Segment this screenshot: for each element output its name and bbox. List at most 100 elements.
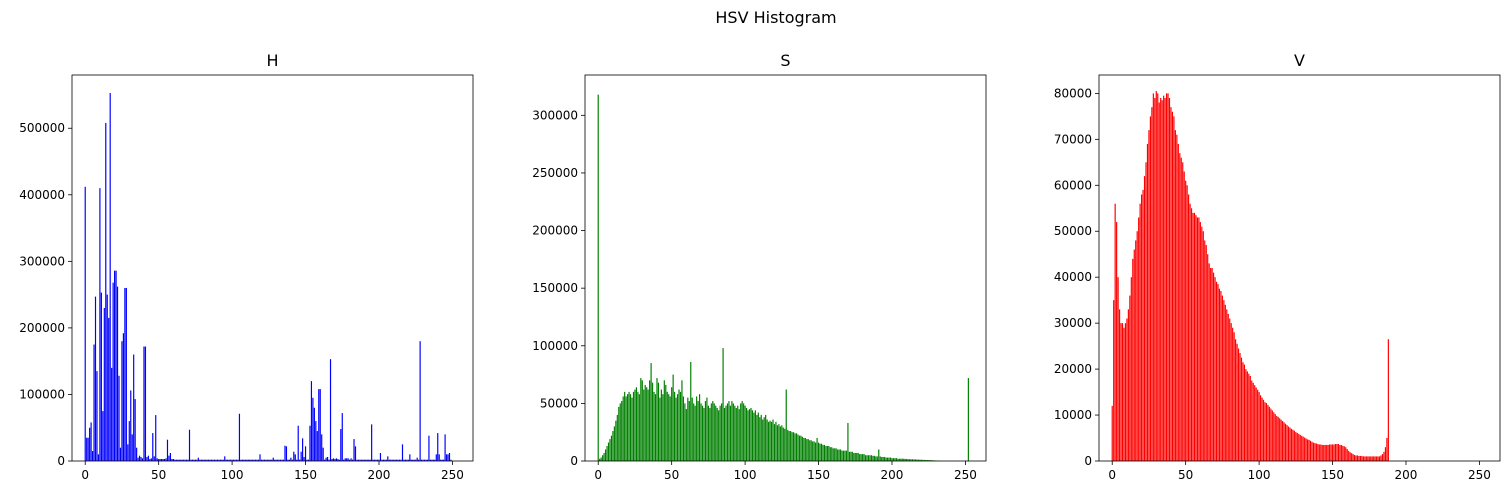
bar-s: [898, 458, 900, 461]
bar-h: [187, 459, 189, 461]
bar-v: [1289, 427, 1291, 461]
bar-h: [269, 459, 271, 461]
bar-h: [162, 459, 164, 461]
bar-h: [443, 459, 445, 461]
bar-s: [913, 459, 915, 461]
bar-h: [343, 459, 345, 461]
bar-h: [122, 333, 124, 461]
bar-v: [1221, 295, 1223, 461]
bar-h: [368, 459, 370, 461]
bar-s: [632, 391, 635, 461]
bar-v: [1246, 371, 1248, 461]
bar-s: [766, 419, 768, 461]
bar-v: [1171, 111, 1174, 461]
bar-h: [282, 459, 285, 461]
x-tick-label-h: 150: [294, 468, 317, 482]
bar-s: [765, 414, 767, 461]
bar-v: [1296, 432, 1298, 461]
bar-h: [404, 459, 407, 461]
bar-v: [1232, 327, 1234, 461]
bar-s: [682, 396, 685, 461]
bar-h: [278, 459, 280, 461]
bar-s: [798, 435, 801, 461]
bar-v: [1135, 240, 1137, 461]
bar-h: [249, 459, 251, 461]
bar-s: [835, 448, 837, 461]
bar-v: [1148, 130, 1150, 461]
bar-h: [234, 459, 236, 461]
bar-v: [1264, 402, 1266, 461]
bar-h: [279, 459, 282, 461]
bar-s: [607, 442, 610, 461]
bar-h: [96, 371, 98, 461]
bar-h: [356, 459, 358, 461]
bar-h: [213, 459, 216, 461]
bar-v: [1211, 268, 1213, 461]
x-tick-label-s: 50: [664, 468, 679, 482]
bar-v: [1114, 203, 1116, 462]
bar-s: [806, 439, 808, 461]
bar-v: [1205, 245, 1207, 461]
bar-h: [326, 457, 329, 461]
bar-h: [357, 459, 360, 461]
bar-s: [599, 458, 601, 461]
bar-s: [829, 447, 831, 461]
bar-s: [906, 458, 908, 461]
bar-s: [634, 389, 636, 461]
bar-s: [635, 387, 637, 461]
bar-v: [1302, 436, 1304, 461]
bar-s: [603, 452, 605, 461]
bar-v: [1318, 444, 1320, 461]
bar-v: [1386, 438, 1388, 461]
bar-v: [1161, 100, 1163, 462]
bar-h: [263, 459, 266, 461]
bar-v: [1182, 162, 1184, 461]
bar-s: [872, 455, 874, 461]
bar-s: [807, 439, 809, 461]
bar-h: [106, 294, 108, 461]
bar-s: [619, 403, 621, 461]
bar-v: [1323, 444, 1325, 461]
bar-s: [864, 455, 867, 461]
bar-s: [853, 452, 855, 461]
bar-s: [851, 451, 853, 461]
bar-h: [337, 459, 339, 461]
bar-v: [1353, 455, 1356, 461]
bar-h: [118, 375, 120, 461]
bar-s: [841, 450, 843, 461]
bar-h: [416, 457, 418, 461]
bar-h: [161, 459, 163, 461]
bar-v: [1193, 212, 1196, 461]
bar-h: [334, 459, 336, 461]
bar-v: [1337, 444, 1340, 461]
bar-h: [256, 459, 258, 461]
y-tick-label-s: 0: [570, 454, 578, 468]
bar-s: [772, 419, 774, 461]
bar-v: [1133, 249, 1135, 461]
bar-h: [163, 459, 166, 461]
bar-h: [105, 122, 107, 462]
bar-s: [715, 405, 717, 461]
bar-v: [1376, 456, 1378, 461]
bar-h: [203, 459, 205, 461]
bar-v: [1180, 157, 1182, 461]
bar-s: [675, 397, 677, 461]
bar-h: [285, 446, 288, 461]
bar-v: [1237, 348, 1240, 461]
bar-v: [1199, 222, 1201, 461]
bar-h: [165, 458, 167, 461]
bar-h: [137, 457, 139, 461]
bar-v: [1373, 456, 1375, 461]
bar-s: [812, 441, 814, 461]
bar-h: [302, 438, 304, 461]
bar-h: [397, 459, 399, 461]
bar-h: [84, 186, 86, 461]
bar-s: [723, 408, 726, 461]
bar-s: [804, 437, 806, 461]
bar-s: [909, 459, 911, 461]
bar-h: [147, 455, 149, 461]
bar-v: [1242, 362, 1244, 461]
bar-v: [1267, 404, 1269, 461]
bar-s: [881, 456, 883, 461]
bar-s: [687, 397, 689, 461]
